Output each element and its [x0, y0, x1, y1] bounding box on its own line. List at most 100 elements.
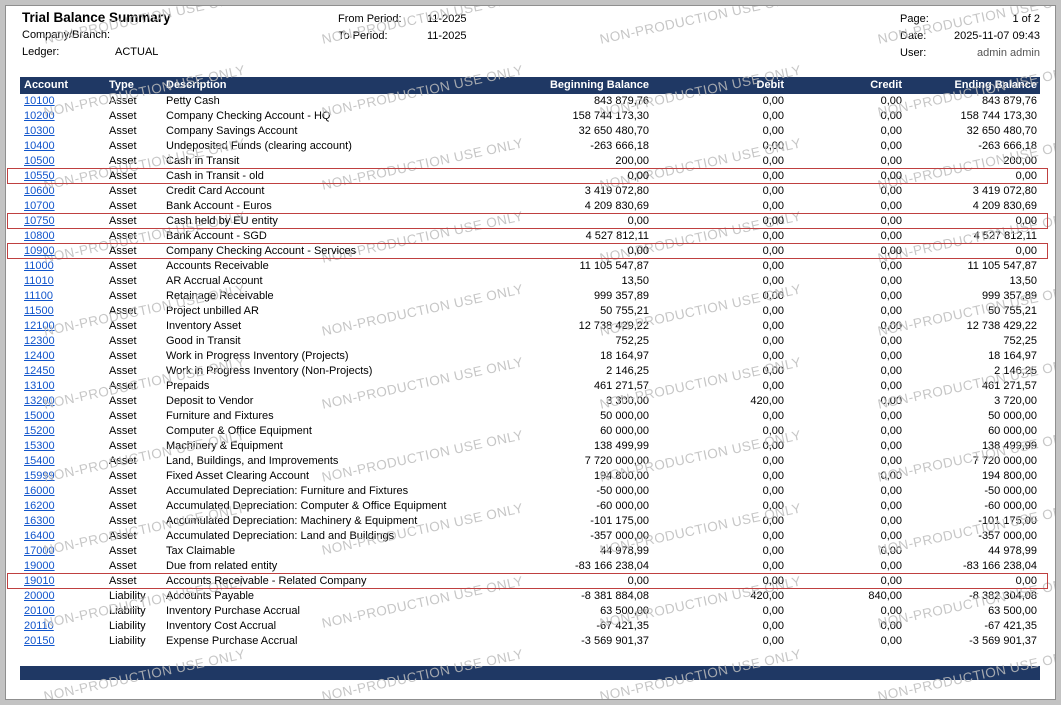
- account-link[interactable]: 10400: [24, 140, 55, 152]
- debit-cell: 0,00: [762, 245, 784, 257]
- account-link[interactable]: 17000: [24, 545, 55, 557]
- account-link[interactable]: 10750: [24, 215, 55, 227]
- debit-cell: 0,00: [762, 410, 784, 422]
- credit-cell: 0,00: [880, 500, 902, 512]
- account-link[interactable]: 19010: [24, 575, 55, 587]
- type-cell: Asset: [109, 185, 137, 197]
- account-link[interactable]: 10300: [24, 125, 55, 137]
- credit-cell: 0,00: [880, 365, 902, 377]
- account-link[interactable]: 12100: [24, 320, 55, 332]
- account-link[interactable]: 12400: [24, 350, 55, 362]
- account-link[interactable]: 11500: [24, 305, 54, 317]
- credit-cell: 0,00: [880, 260, 902, 272]
- description-cell: Inventory Cost Accrual: [166, 620, 277, 632]
- type-cell: Liability: [109, 605, 146, 617]
- table-row: 12300 Asset Good in Transit 752,25 0,00 0,00 7…: [20, 334, 1040, 349]
- table-body: 10100 Asset Petty Cash 843 879,76 0,00 0,00 84…: [7, 94, 1048, 649]
- account-link[interactable]: 10900: [24, 245, 55, 257]
- table-row-highlighted: 10900 Asset Company Checking Account - Ser…: [7, 243, 1048, 259]
- account-link[interactable]: 16200: [24, 500, 55, 512]
- type-cell: Asset: [109, 320, 137, 332]
- beginning-balance-cell: 44 978,99: [600, 545, 649, 557]
- description-cell: Credit Card Account: [166, 185, 265, 197]
- account-link[interactable]: 16000: [24, 485, 55, 497]
- account-link[interactable]: 15000: [24, 410, 55, 422]
- debit-cell: 0,00: [762, 620, 784, 632]
- description-cell: Accumulated Depreciation: Furniture and …: [166, 485, 409, 497]
- account-link[interactable]: 12300: [24, 335, 55, 347]
- account-link[interactable]: 16300: [24, 515, 55, 527]
- account-link[interactable]: 15300: [24, 440, 55, 452]
- type-cell: Asset: [109, 455, 137, 467]
- beginning-balance-cell: 461 271,57: [593, 380, 649, 392]
- debit-cell: 0,00: [762, 500, 784, 512]
- table-row-highlighted: 19010 Asset Accounts Receivable - Related …: [7, 573, 1048, 589]
- type-cell: Asset: [109, 545, 137, 557]
- type-cell: Asset: [109, 110, 137, 122]
- account-link[interactable]: 20110: [24, 620, 54, 632]
- account-link[interactable]: 10550: [24, 170, 55, 182]
- beginning-balance-cell: -67 421,35: [596, 620, 649, 632]
- account-link[interactable]: 10600: [24, 185, 55, 197]
- ending-balance-cell: 44 978,99: [988, 545, 1037, 557]
- account-link[interactable]: 15200: [24, 425, 55, 437]
- description-cell: Accounts Payable: [166, 590, 255, 602]
- type-cell: Asset: [109, 380, 137, 392]
- table-row: 10200 Asset Company Checking Account - HQ 1…: [20, 109, 1040, 124]
- to-period-value: 11-2025: [427, 30, 467, 42]
- ending-balance-cell: 63 500,00: [988, 605, 1037, 617]
- type-cell: Asset: [109, 95, 137, 107]
- debit-cell: 0,00: [762, 350, 784, 362]
- description-cell: Tax Claimable: [166, 545, 236, 557]
- account-link[interactable]: 11000: [24, 260, 54, 272]
- account-link[interactable]: 10500: [24, 155, 55, 167]
- account-link[interactable]: 13200: [24, 395, 55, 407]
- debit-cell: 0,00: [762, 635, 784, 647]
- ending-balance-cell: -263 666,18: [978, 140, 1037, 152]
- account-link[interactable]: 12450: [24, 365, 55, 377]
- table-row: 15999 Asset Fixed Asset Clearing Account 19…: [20, 469, 1040, 484]
- page-number-value: 1 of 2: [1012, 13, 1040, 25]
- description-cell: Inventory Asset: [166, 320, 242, 332]
- account-link[interactable]: 10100: [24, 95, 55, 107]
- beginning-balance-cell: 3 419 072,80: [584, 185, 649, 197]
- description-cell: Petty Cash: [166, 95, 220, 107]
- account-link[interactable]: 20150: [24, 635, 55, 647]
- ending-balance-cell: 158 744 173,30: [960, 110, 1037, 122]
- ending-balance-cell: 0,00: [1015, 245, 1037, 257]
- description-cell: Expense Purchase Accrual: [166, 635, 298, 647]
- account-link[interactable]: 10200: [24, 110, 55, 122]
- account-link[interactable]: 20000: [24, 590, 55, 602]
- table-row: 20150 Liability Expense Purchase Accrual -3…: [20, 634, 1040, 649]
- table-row: 19000 Asset Due from related entity -83 166…: [20, 559, 1040, 574]
- description-cell: Work in Progress Inventory (Non-Projects…: [166, 365, 373, 377]
- table-row: 10500 Asset Cash in Transit 200,00 0,00 0,00 2…: [20, 154, 1040, 169]
- account-link[interactable]: 19000: [24, 560, 55, 572]
- account-link[interactable]: 11100: [24, 290, 53, 302]
- column-header-credit: Credit: [870, 79, 902, 91]
- type-cell: Asset: [109, 260, 137, 272]
- account-link[interactable]: 13100: [24, 380, 55, 392]
- account-link[interactable]: 10700: [24, 200, 55, 212]
- type-cell: Asset: [109, 350, 137, 362]
- type-cell: Asset: [109, 275, 137, 287]
- credit-cell: 0,00: [880, 575, 902, 587]
- table-row: 10800 Asset Bank Account - SGD 4 527 812,11…: [20, 229, 1040, 244]
- credit-cell: 0,00: [880, 395, 902, 407]
- from-period-label: From Period:: [338, 13, 402, 25]
- ending-balance-cell: 194 800,00: [981, 470, 1037, 482]
- account-link[interactable]: 20100: [24, 605, 55, 617]
- table-row: 12100 Asset Inventory Asset 12 738 429,22 0,…: [20, 319, 1040, 334]
- table-row: 16300 Asset Accumulated Depreciation: Mach…: [20, 514, 1040, 529]
- credit-cell: 0,00: [880, 110, 902, 122]
- credit-cell: 0,00: [880, 140, 902, 152]
- account-link[interactable]: 15400: [24, 455, 55, 467]
- account-link[interactable]: 11010: [24, 275, 54, 287]
- account-link[interactable]: 15999: [24, 470, 55, 482]
- account-link[interactable]: 16400: [24, 530, 55, 542]
- table-header-row: Account Type Description Beginning Balan…: [20, 77, 1040, 94]
- account-link[interactable]: 10800: [24, 230, 55, 242]
- user-value: admin admin: [977, 47, 1040, 59]
- credit-cell: 0,00: [880, 560, 902, 572]
- description-cell: Fixed Asset Clearing Account: [166, 470, 310, 482]
